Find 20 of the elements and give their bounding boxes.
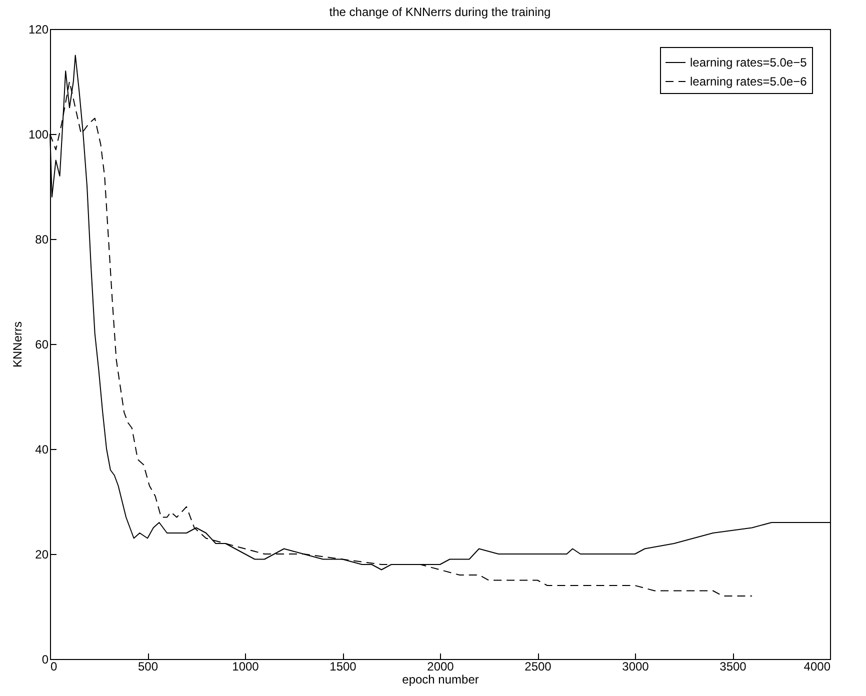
- y-tick-label: 40: [35, 442, 49, 456]
- x-tick-label: 3000: [622, 660, 650, 674]
- x-tick-label: 500: [138, 660, 158, 674]
- y-axis-title: KNNerrs: [10, 321, 24, 368]
- legend-label: learning rates=5.0e−5: [690, 56, 808, 70]
- x-tick-label: 1000: [232, 660, 260, 674]
- y-tick-label: 20: [35, 548, 49, 562]
- x-tick-label: 2000: [427, 660, 454, 674]
- chart-title: the change of KNNerrs during the training: [329, 5, 551, 19]
- y-tick-label: 60: [35, 338, 49, 352]
- x-tick-label: 3500: [720, 660, 747, 674]
- x-tick-label: 1500: [330, 660, 357, 674]
- y-tick-label: 100: [28, 128, 49, 142]
- legend-label: learning rates=5.0e−6: [690, 74, 808, 88]
- x-axis-title: epoch number: [402, 672, 479, 686]
- y-tick-label: 80: [35, 232, 49, 246]
- x-tick-label: 0: [50, 660, 58, 674]
- x-tick-label: 2500: [524, 660, 552, 674]
- x-tick-label: 4000: [804, 660, 831, 674]
- y-tick-label: 120: [28, 22, 49, 36]
